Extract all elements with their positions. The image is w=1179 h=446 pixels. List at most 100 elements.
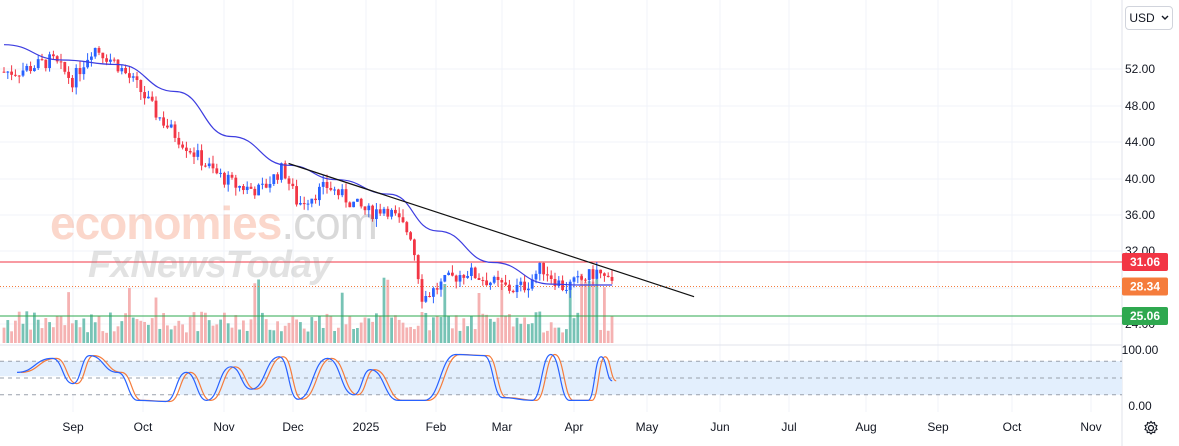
candle-body-10 [40, 59, 44, 61]
price-badge-label-28.34: 28.34 [1130, 279, 1160, 293]
volume-bar-82 [314, 320, 317, 343]
volume-bar-153 [584, 281, 587, 343]
volume-bar-110 [420, 312, 424, 343]
candle-body-50 [192, 152, 196, 157]
volume-bar-28 [109, 312, 112, 343]
settings-gear-button[interactable] [1141, 418, 1161, 438]
candle-body-113 [432, 288, 435, 297]
stoch-k-line [17, 353, 613, 403]
volume-bar-155 [591, 281, 595, 343]
volume-bar-48 [185, 332, 188, 343]
volume-bar-15 [59, 316, 63, 343]
candle-body-122 [466, 275, 469, 278]
trendline [288, 162, 695, 298]
candle-body-98 [375, 209, 378, 220]
volume-bar-69 [264, 319, 268, 343]
candle-body-63 [242, 185, 245, 191]
volume-bar-126 [481, 313, 485, 343]
volume-bar-25 [97, 315, 101, 343]
volume-bar-95 [363, 317, 367, 343]
volume-bar-112 [428, 330, 431, 343]
volume-bar-105 [401, 322, 405, 343]
volume-bar-38 [147, 324, 150, 343]
volume-bar-109 [416, 325, 420, 343]
volume-bar-158 [603, 287, 606, 343]
volume-bar-152 [580, 273, 583, 343]
x-tick-label-0: Sep [62, 420, 84, 434]
candle-body-95 [363, 206, 367, 211]
volume-bars [2, 273, 614, 343]
currency-selector[interactable]: USD [1125, 6, 1173, 30]
y-tick-label-0: 52.00 [1125, 62, 1155, 76]
volume-bar-61 [234, 315, 238, 343]
candle-body-41 [158, 117, 162, 119]
volume-bar-137 [523, 317, 526, 343]
candle-body-85 [325, 181, 329, 189]
candle-body-65 [249, 186, 253, 189]
candle-body-84 [321, 181, 325, 187]
volume-bar-146 [557, 327, 561, 343]
price-badge-28.34 [1122, 277, 1168, 296]
price-badge-label-25.06: 25.06 [1130, 309, 1160, 323]
volume-bar-103 [394, 315, 397, 343]
candle-body-104 [397, 213, 401, 218]
volume-bar-114 [435, 316, 439, 343]
volume-bar-8 [33, 312, 36, 343]
candle-body-19 [74, 67, 78, 88]
candle-body-118 [451, 272, 454, 276]
volume-bar-135 [515, 317, 519, 343]
candle-body-23 [90, 56, 93, 60]
candle-body-123 [470, 267, 473, 276]
candle-body-58 [223, 172, 226, 185]
x-tick-label-10: Jul [781, 420, 796, 434]
volume-bar-119 [454, 315, 458, 343]
volume-bar-19 [74, 320, 78, 343]
volume-bar-124 [473, 329, 477, 343]
candle-body-99 [378, 209, 382, 214]
candle-body-102 [390, 209, 393, 217]
volume-bar-31 [120, 321, 124, 343]
volume-bar-143 [546, 330, 549, 343]
volume-bar-125 [477, 292, 481, 343]
candle-body-106 [405, 222, 409, 233]
candle-body-69 [264, 183, 268, 188]
candle-body-127 [485, 280, 488, 286]
candle-body-33 [128, 73, 131, 78]
price-badge-31.06 [1122, 252, 1168, 271]
volume-bar-120 [458, 330, 462, 343]
candle-body-117 [447, 272, 450, 276]
candle-body-27 [105, 58, 108, 62]
volume-bar-148 [565, 329, 568, 343]
volume-bar-77 [295, 319, 298, 343]
candle-body-89 [340, 189, 344, 196]
candle-body-81 [310, 198, 314, 204]
candle-body-9 [36, 59, 40, 69]
volume-bar-107 [409, 326, 412, 343]
candle-body-71 [272, 174, 276, 185]
candle-body-134 [511, 290, 515, 293]
x-tick-label-4: 2025 [353, 420, 380, 434]
volume-bar-33 [128, 287, 131, 343]
volume-bar-156 [595, 279, 599, 343]
watermark-economies: economies.com [50, 197, 378, 249]
candle-body-49 [188, 150, 192, 153]
candle-body-25 [97, 47, 101, 53]
candle-body-157 [599, 269, 602, 274]
x-tick-label-3: Dec [282, 420, 303, 434]
x-tick-label-7: Apr [565, 420, 584, 434]
candle-body-93 [356, 198, 359, 202]
candle-body-79 [302, 203, 306, 205]
candle-body-31 [120, 68, 124, 72]
candle-body-143 [546, 274, 549, 276]
volume-bar-56 [215, 324, 219, 343]
volume-bar-21 [82, 318, 86, 343]
volume-bar-144 [549, 322, 553, 343]
volume-bar-4 [17, 311, 21, 343]
candle-body-96 [367, 205, 371, 211]
candle-body-133 [508, 284, 511, 291]
stoch-tick-label-0: 100.00 [1122, 343, 1159, 357]
candle-body-111 [424, 296, 428, 302]
volume-bar-92 [352, 328, 355, 343]
volume-bar-47 [181, 324, 184, 343]
